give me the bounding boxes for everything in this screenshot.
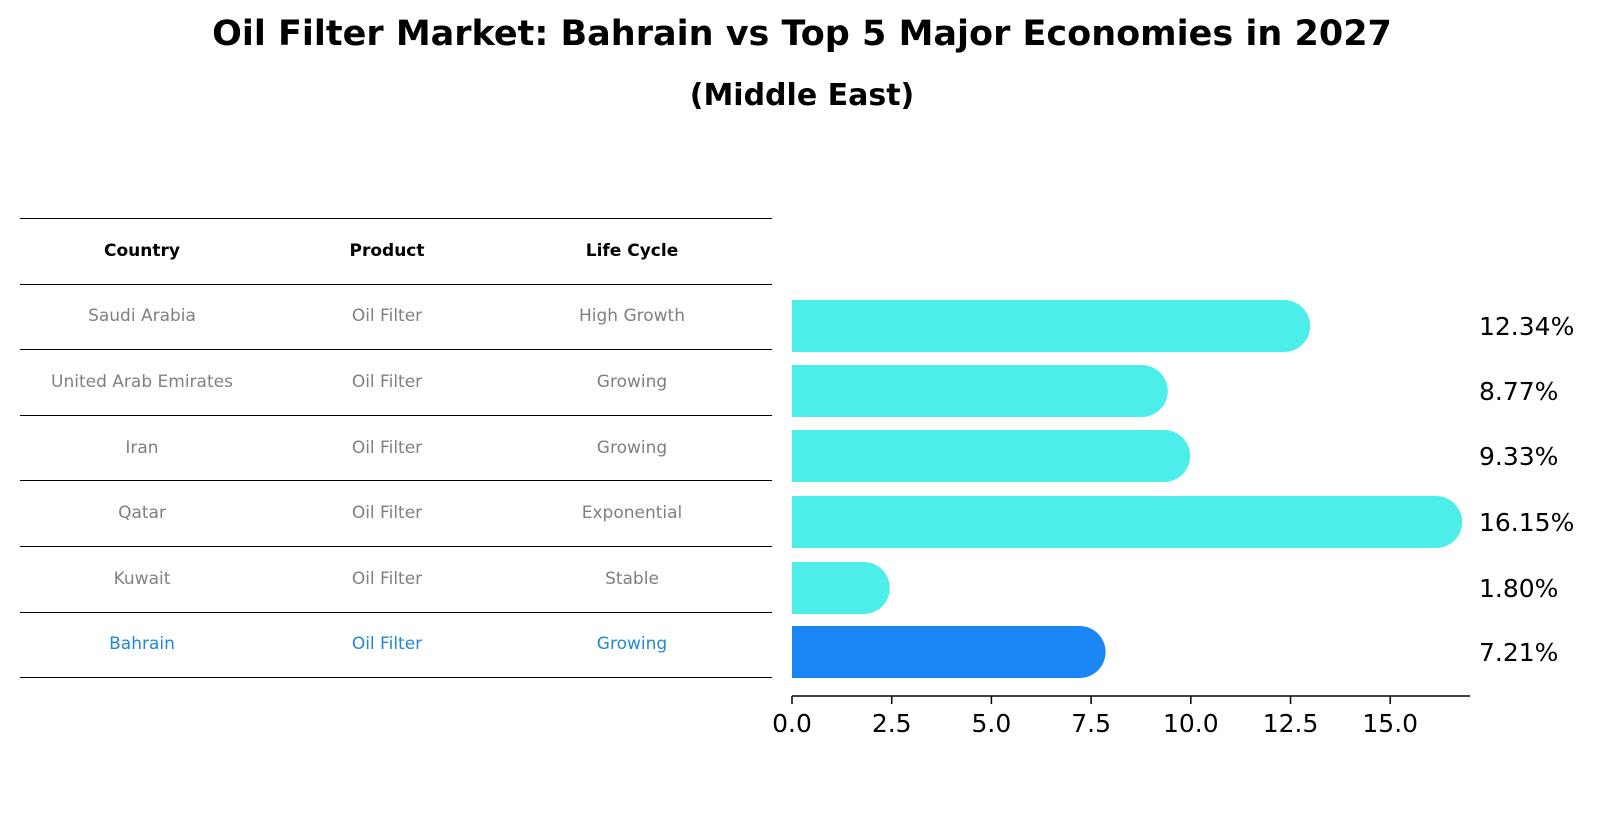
cell-life-cycle: Growing — [596, 634, 668, 655]
table-divider — [20, 349, 772, 351]
x-tick-label: 5.0 — [972, 709, 1012, 738]
cell-product: Oil Filter — [351, 503, 423, 524]
value-label: 12.34% — [1479, 312, 1574, 341]
bar-bahrain — [792, 626, 1106, 678]
cell-life-cycle: Stable — [605, 568, 659, 589]
bar-saudi-arabia — [792, 300, 1311, 352]
value-label: 8.77% — [1479, 377, 1558, 406]
value-label: 16.15% — [1479, 508, 1574, 537]
table-divider — [20, 546, 772, 547]
cell-country: United Arab Emirates — [51, 372, 233, 392]
table-divider — [20, 218, 772, 219]
cell-life-cycle: Growing — [596, 372, 668, 392]
bar-united-arab-emirates — [792, 365, 1168, 417]
cell-life-cycle: Exponential — [581, 503, 683, 524]
cell-product: Oil Filter — [351, 634, 423, 655]
cell-life-cycle: High Growth — [578, 306, 685, 327]
cell-country: Qatar — [118, 503, 166, 524]
table-divider — [20, 480, 772, 482]
cell-country: Iran — [125, 437, 159, 458]
cell-product: Oil Filter — [351, 306, 423, 327]
table-divider — [20, 677, 772, 679]
x-tick-label: 15.0 — [1362, 709, 1418, 738]
value-label: 9.33% — [1479, 442, 1558, 471]
x-tick-label: 2.5 — [872, 709, 912, 738]
x-tick-label: 0.0 — [772, 709, 812, 738]
cell-product: Oil Filter — [351, 568, 423, 589]
header-country: Country — [104, 240, 180, 261]
header-life-cycle: Life Cycle — [585, 240, 679, 261]
cell-product: Oil Filter — [351, 437, 423, 458]
cell-country: Kuwait — [113, 568, 171, 589]
chart-subtitle: (Middle East) — [689, 78, 915, 113]
cell-country: Bahrain — [109, 634, 175, 655]
bar-qatar — [792, 496, 1463, 548]
cell-life-cycle: Growing — [596, 437, 668, 458]
bar-iran — [792, 430, 1191, 482]
bar-kuwait — [792, 562, 890, 614]
header-product: Product — [349, 240, 425, 261]
x-tick-label: 7.5 — [1071, 709, 1111, 738]
x-tick-label: 12.5 — [1263, 709, 1319, 738]
chart-title: Oil Filter Market: Bahrain vs Top 5 Majo… — [212, 14, 1392, 54]
cell-country: Saudi Arabia — [88, 306, 196, 327]
x-tick-label: 10.0 — [1163, 709, 1219, 738]
value-label: 7.21% — [1479, 638, 1558, 667]
cell-product: Oil Filter — [351, 372, 423, 392]
table-divider — [20, 414, 772, 416]
value-label: 1.80% — [1479, 574, 1558, 603]
table-divider — [20, 611, 772, 613]
table-divider — [20, 283, 772, 285]
